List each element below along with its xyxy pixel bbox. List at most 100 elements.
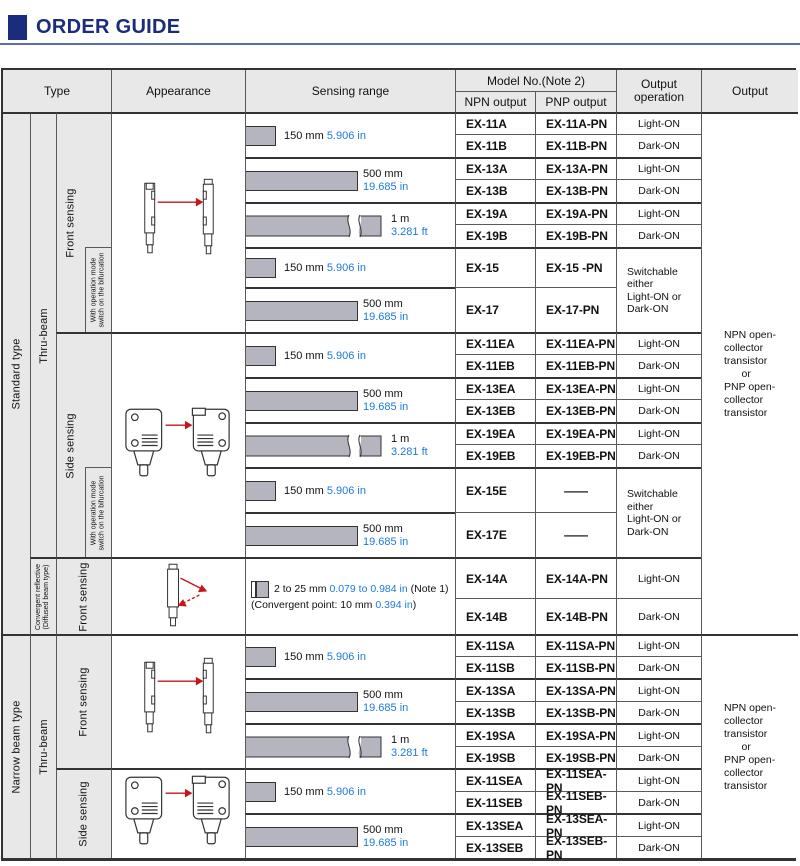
sensing-label: 500 mm 19.685 in xyxy=(363,689,409,714)
sensing-label: 500 mm 19.685 in xyxy=(363,824,409,849)
pnp-cell: EX-13EB-PN xyxy=(535,399,616,422)
npn-cell: EX-13SB xyxy=(455,701,535,723)
sensing-bar-500mm xyxy=(246,300,358,321)
appearance-side-sensing-illustration-narrow xyxy=(111,768,245,858)
pnp-cell: EX-13A-PN xyxy=(535,157,616,179)
pnp-cell: EX-11EA-PN xyxy=(535,332,616,354)
pnp-cell-dash: —— xyxy=(535,467,616,512)
header-output: Output xyxy=(701,70,798,112)
type-standard-label: Standard type xyxy=(10,338,23,410)
pnp-cell: EX-13B-PN xyxy=(535,179,616,202)
sensing-label: 1 m 3.281 ft xyxy=(391,433,428,458)
output-operation-cell: Light-ON xyxy=(616,112,701,134)
header-type: Type xyxy=(3,70,111,112)
output-operation-cell: Dark-ON xyxy=(616,444,701,467)
pnp-cell: EX-19B-PN xyxy=(535,224,616,247)
header-output-operation-label: Output operation xyxy=(633,77,685,104)
sensing-cell-1m: 1 m 3.281 ft xyxy=(245,723,455,768)
header-pnp-output: PNP output xyxy=(535,91,616,112)
npn-cell: EX-19A xyxy=(455,202,535,224)
header-appearance-label: Appearance xyxy=(146,84,211,98)
sensing-cell-500mm: 500 mm 19.685 in xyxy=(245,678,455,723)
npn-cell: EX-17E xyxy=(455,512,535,557)
output-operation-cell: Dark-ON xyxy=(616,746,701,768)
type-standard: Standard type xyxy=(3,112,30,634)
output-operation-cell: Light-ON xyxy=(616,422,701,444)
sensing-label: 150 mm 5.906 in xyxy=(284,484,366,497)
sensing-cell-500mm: 500 mm 19.685 in xyxy=(245,813,455,858)
output-operation-cell: Dark-ON xyxy=(616,179,701,202)
pnp-cell-dash: —— xyxy=(535,512,616,557)
output-operation-switchable: Switchable either Light-ON or Dark-ON xyxy=(616,247,701,332)
type-thru-beam-label: Thru-beam xyxy=(37,719,50,775)
sensing-label: 500 mm 19.685 in xyxy=(363,388,409,413)
sensing-cell-150mm: 150 mm 5.906 in xyxy=(245,768,455,813)
type-front-sensing-label: Front sensing xyxy=(65,188,77,258)
side-sensing-sensors-icon xyxy=(125,407,230,476)
output-operation-cell: Dark-ON xyxy=(616,224,701,247)
pnp-cell: EX-19EB-PN xyxy=(535,444,616,467)
pnp-cell: EX-13SB-PN xyxy=(535,701,616,723)
appearance-front-sensing-illustration-narrow xyxy=(111,634,245,768)
pnp-cell: EX-14A-PN xyxy=(535,557,616,598)
appearance-side-sensing-illustration xyxy=(111,332,245,557)
npn-cell: EX-11EB xyxy=(455,354,535,377)
sensing-label: 500 mm 19.685 in xyxy=(363,523,409,548)
npn-cell: EX-19EB xyxy=(455,444,535,467)
pnp-cell: EX-19EA-PN xyxy=(535,422,616,444)
npn-cell: EX-19EA xyxy=(455,422,535,444)
convergent-range-line1: 2 to 25 mm 0.079 to 0.984 in (Note 1) xyxy=(251,580,449,598)
npn-cell: EX-13SEB xyxy=(455,836,535,858)
sensing-label: 150 mm 5.906 in xyxy=(284,349,366,362)
sensing-cell-1m: 1 m 3.281 ft xyxy=(245,422,455,467)
sensing-bar-500mm xyxy=(246,525,358,546)
npn-cell: EX-13SEA xyxy=(455,813,535,836)
pnp-cell: EX-11B-PN xyxy=(535,134,616,157)
pnp-cell: EX-19SB-PN xyxy=(535,746,616,768)
sensing-cell-150mm: 150 mm 5.906 in xyxy=(245,112,455,157)
sensing-cell-500mm: 500 mm 19.685 in xyxy=(245,287,455,332)
sensing-cell-150mm: 150 mm 5.906 in xyxy=(245,332,455,377)
header-sensing-range: Sensing range xyxy=(245,70,455,112)
type-op-mode-switch-label: With operation mode switch on the bifurc… xyxy=(90,474,106,551)
header-type-label: Type xyxy=(43,84,70,98)
type-narrow-beam-label: Narrow beam type xyxy=(10,700,23,794)
type-thru-beam-1: Thru-beam xyxy=(30,112,56,557)
header-appearance: Appearance xyxy=(111,70,245,112)
npn-cell: EX-14A xyxy=(455,557,535,598)
npn-cell: EX-19SB xyxy=(455,746,535,768)
header-model-no: Model No.(Note 2) xyxy=(455,70,616,91)
npn-cell: EX-11SA xyxy=(455,634,535,656)
npn-cell: EX-11EA xyxy=(455,332,535,354)
output-operation-cell: Dark-ON xyxy=(616,791,701,813)
npn-cell: EX-19SA xyxy=(455,723,535,746)
npn-cell: EX-13SA xyxy=(455,678,535,701)
order-guide-table: Type Appearance Sensing range Model No.(… xyxy=(1,68,798,862)
type-convergent-label: Convergent reflective (Diffused beam typ… xyxy=(35,563,51,630)
sensing-bar-1m xyxy=(246,735,382,758)
header-pnp-output-label: PNP output xyxy=(545,95,607,109)
convergent-range-line2: (Convergent point: 10 mm 0.394 in) xyxy=(251,598,417,611)
pnp-cell: EX-13SEB-PN xyxy=(535,834,616,862)
type-front-sensing-conv: Front sensing xyxy=(56,557,111,634)
type-op-mode-switch-2: With operation mode switch on the bifurc… xyxy=(85,467,111,557)
header-npn-output-label: NPN output xyxy=(464,95,527,109)
sensing-label: 150 mm 5.906 in xyxy=(284,785,366,798)
pnp-cell: EX-17-PN xyxy=(535,287,616,332)
output-operation-cell: Light-ON xyxy=(616,157,701,179)
sensing-label: 150 mm 5.906 in xyxy=(284,129,366,142)
output-operation-cell: Light-ON xyxy=(616,202,701,224)
pnp-cell: EX-14B-PN xyxy=(535,598,616,634)
appearance-convergent-illustration xyxy=(111,557,245,634)
npn-cell: EX-11SB xyxy=(455,656,535,678)
output-operation-cell: Light-ON xyxy=(616,678,701,701)
title-bullet-icon xyxy=(8,15,27,40)
side-sensing-sensors-icon xyxy=(125,775,230,845)
npn-cell: EX-13EA xyxy=(455,377,535,399)
npn-cell: EX-11SEB xyxy=(455,791,535,813)
header-npn-output: NPN output xyxy=(455,91,535,112)
pnp-cell: EX-11SEB-PN xyxy=(535,789,616,817)
output-operation-cell: Dark-ON xyxy=(616,836,701,858)
sensing-bar-150mm xyxy=(246,781,276,802)
pnp-cell: EX-11EB-PN xyxy=(535,354,616,377)
